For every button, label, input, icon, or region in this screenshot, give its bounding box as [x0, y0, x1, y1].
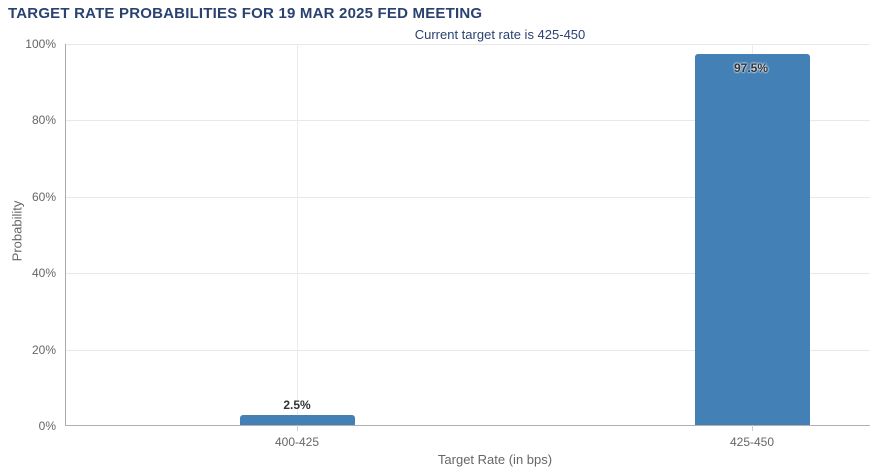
gridline-80pct: [66, 120, 870, 121]
bar-400-425[interactable]: [240, 415, 355, 425]
gridline-20pct: [66, 350, 870, 351]
x-axis-title: Target Rate (in bps): [437, 452, 553, 467]
y-tick-label-20: 20%: [31, 343, 56, 357]
gridline-40pct: [66, 273, 870, 274]
gridline-cat-400-425: [297, 44, 298, 425]
bar-425-450[interactable]: [695, 53, 810, 425]
y-axis-title: Probability: [9, 200, 25, 262]
plot-area: [65, 44, 870, 431]
y-tick-label-100: 100%: [25, 37, 56, 51]
x-tick-400-425: [297, 425, 298, 431]
y-tick-label-0: 0%: [38, 419, 56, 433]
y-tick-label-80: 80%: [31, 113, 56, 127]
data-label-425-450: 97.5%: [733, 61, 769, 75]
chart-subtitle: Current target rate is 425-450: [414, 27, 586, 42]
data-label-400-425: 2.5%: [283, 398, 311, 412]
y-tick-label-60: 60%: [31, 190, 56, 204]
x-category-label-425-450: 425-450: [729, 435, 775, 449]
x-tick-425-450: [752, 425, 753, 431]
x-category-label-400-425: 400-425: [274, 435, 320, 449]
chart-title: TARGET RATE PROBABILITIES FOR 19 MAR 202…: [8, 5, 483, 22]
gridline-100pct: [66, 44, 870, 45]
gridline-60pct: [66, 197, 870, 198]
y-tick-label-40: 40%: [31, 266, 56, 280]
